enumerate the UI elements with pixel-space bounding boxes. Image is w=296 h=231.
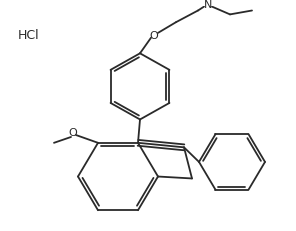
Text: O: O	[149, 31, 158, 41]
Text: O: O	[69, 128, 77, 138]
Text: N: N	[204, 0, 212, 10]
Text: HCl: HCl	[18, 29, 40, 42]
